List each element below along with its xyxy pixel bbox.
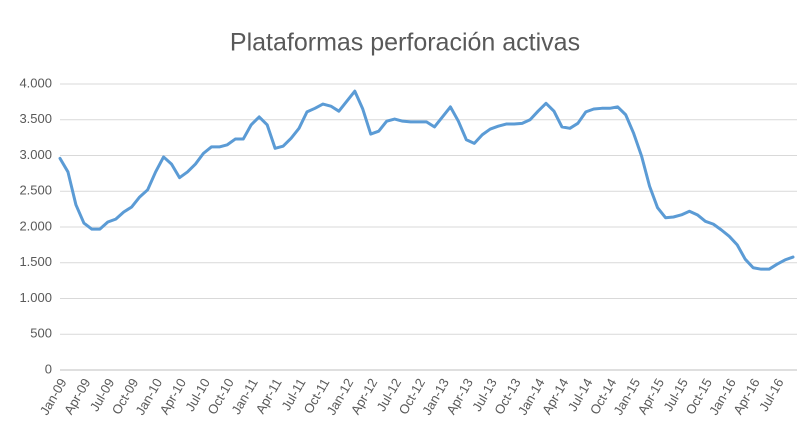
y-tick-label: 1.000 — [19, 290, 52, 305]
y-tick-label: 3.000 — [19, 147, 52, 162]
y-tick-label: 0 — [45, 361, 52, 376]
chart-title: Plataformas perforación activas — [230, 29, 580, 57]
series-line — [58, 89, 795, 271]
y-tick-label: 4.000 — [19, 75, 52, 90]
y-tick-label: 1.500 — [19, 254, 52, 269]
y-tick-label: 500 — [30, 326, 52, 341]
y-tick-label: 3.500 — [19, 111, 52, 126]
y-tick-label: 2.000 — [19, 218, 52, 233]
y-tick-label: 2.500 — [19, 183, 52, 198]
